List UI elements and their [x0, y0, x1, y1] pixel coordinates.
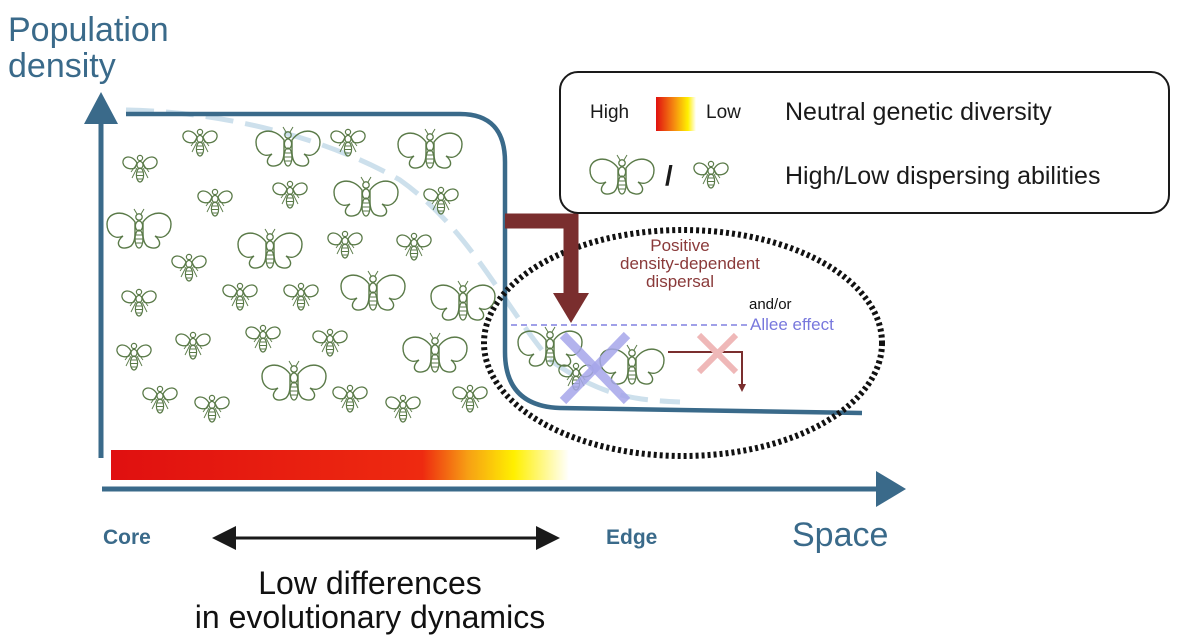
core-insects: [106, 126, 496, 423]
density-dependent-line2: density-dependent: [620, 254, 760, 273]
low-disperser-icon: [385, 394, 421, 423]
low-disperser-icon: [116, 342, 152, 371]
legend-gradient-swatch: [656, 97, 696, 131]
allee-block-cross: [559, 331, 631, 405]
low-disperser-icon: [283, 282, 319, 311]
high-disperser-icon: [237, 228, 303, 269]
high-disperser-icon: [333, 176, 399, 217]
low-disperser-icon: [222, 282, 258, 311]
y-axis-title-line1: Population: [8, 11, 169, 49]
low-disperser-icon: [171, 253, 207, 282]
low-disperser-icon: [245, 324, 281, 353]
legend-separator: /: [665, 160, 673, 191]
core-label: Core: [103, 526, 151, 549]
low-disperser-icon: [194, 394, 230, 423]
high-disperser-icon: [397, 128, 463, 169]
edge-label: Edge: [606, 526, 658, 549]
legend-genetic-diversity-label: Neutral genetic diversity: [785, 98, 1052, 126]
x-axis-title: Space: [792, 516, 889, 554]
population-density-curve: [126, 111, 863, 416]
genetic-diversity-gradient-bar: [111, 450, 569, 480]
reference-dashed-curve: [125, 107, 681, 405]
low-disperser-icon: [452, 384, 488, 413]
low-disperser-icon: [332, 384, 368, 413]
high-disperser-icon: [261, 360, 327, 401]
low-disperser-icon: [182, 128, 218, 157]
y-axis-title-line2: density: [8, 47, 116, 85]
bottom-caption: Low differences in evolutionary dynamics: [120, 566, 620, 634]
low-disperser-icon: [272, 180, 308, 209]
y-axis-title: Population density: [8, 12, 169, 84]
low-disperser-icon: [121, 288, 157, 317]
low-disperser-icon: [122, 154, 158, 183]
low-disperser-icon: [175, 331, 211, 360]
edge-region-dotted-ellipse: [481, 227, 885, 459]
bottom-caption-line1: Low differences: [258, 565, 482, 601]
legend-box: [559, 71, 1170, 214]
blocked-dispersal-arrow: [668, 332, 746, 392]
density-dependent-line1: Positive: [650, 236, 710, 255]
density-dependent-line3: dispersal: [645, 272, 715, 291]
allee-effect-label: Allee effect: [750, 315, 834, 334]
and-or-label: and/or: [749, 296, 792, 313]
high-disperser-icon: [430, 280, 496, 321]
high-disperser-icon: [106, 208, 172, 249]
low-disperser-icon: [312, 328, 348, 357]
x-axis: [102, 471, 906, 507]
legend-low-label: Low: [706, 102, 741, 123]
legend-high-label: High: [590, 102, 630, 123]
low-disperser-icon: [423, 186, 459, 215]
dispersal-arrow: [505, 213, 589, 323]
low-disperser-icon: [142, 385, 178, 414]
bottom-caption-line2: in evolutionary dynamics: [194, 599, 546, 635]
low-disperser-icon: [396, 232, 432, 261]
high-disperser-icon: [340, 270, 406, 311]
low-disperser-icon: [197, 188, 233, 217]
y-axis: [84, 92, 118, 458]
legend-dispersing-label: High/Low dispersing abilities: [785, 162, 1101, 190]
density-dependent-dispersal-label: Positive density-dependent dispersal: [620, 236, 760, 291]
high-disperser-icon: [402, 332, 468, 373]
low-disperser-icon: [327, 230, 363, 259]
